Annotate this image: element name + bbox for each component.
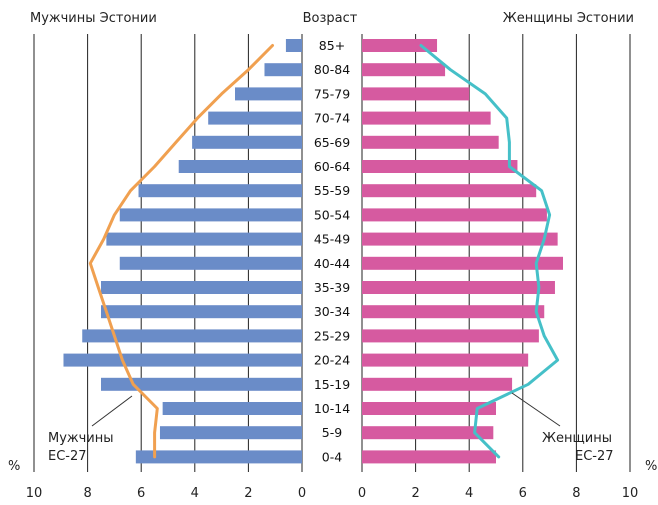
tick-left: 4 xyxy=(191,486,199,501)
bar-women-40-44 xyxy=(362,256,563,270)
bar-women-55-59 xyxy=(362,184,537,198)
age-label: 70-74 xyxy=(314,111,350,126)
age-labels: 85+ 80-84 75-79 70-74 65-69 60-64 55-59 50-54 45… xyxy=(314,38,350,464)
bar-women-5-9 xyxy=(362,426,494,440)
bar-women-35-39 xyxy=(362,281,555,294)
bar-women-0-4 xyxy=(362,450,496,464)
annotation-women-pointer xyxy=(511,392,561,427)
tick-right: 0 xyxy=(358,486,366,501)
annotation-men-line1: Мужчины xyxy=(48,431,114,446)
tick-right: 2 xyxy=(411,486,419,501)
age-label: 50-54 xyxy=(314,207,350,222)
bar-women-60-64 xyxy=(362,160,518,173)
bar-women-30-34 xyxy=(362,305,545,319)
bar-men-30-34 xyxy=(101,305,302,319)
age-label: 65-69 xyxy=(314,135,350,150)
age-label: 80-84 xyxy=(314,62,350,77)
age-label: 0-4 xyxy=(322,449,342,464)
bar-men-55-59 xyxy=(138,184,302,198)
tick-right: 10 xyxy=(622,486,639,501)
tick-right: 6 xyxy=(519,486,527,501)
bar-women-75-79 xyxy=(362,87,470,101)
age-label: 5-9 xyxy=(322,425,342,440)
age-label: 60-64 xyxy=(314,159,350,174)
age-label: 85+ xyxy=(319,38,345,53)
title-center: Возраст xyxy=(303,11,358,26)
tick-left: 2 xyxy=(244,486,252,501)
bar-women-70-74 xyxy=(362,111,491,125)
age-label: 75-79 xyxy=(314,86,350,101)
bar-men-85+ xyxy=(285,39,302,52)
bar-men-40-44 xyxy=(119,256,302,270)
title-left: Мужчины Эстонии xyxy=(30,11,157,26)
bar-men-50-54 xyxy=(119,208,302,222)
age-label: 40-44 xyxy=(314,256,350,271)
tick-left: 0 xyxy=(298,486,306,501)
line-women-eu27 xyxy=(419,44,560,459)
annotation-men-line2: ЕС-27 xyxy=(48,449,87,464)
bar-men-0-4 xyxy=(135,450,302,464)
bar-women-25-29 xyxy=(362,329,539,343)
bar-men-65-69 xyxy=(192,135,302,149)
bar-men-15-19 xyxy=(101,377,302,391)
bar-women-80-84 xyxy=(362,63,446,77)
bar-men-70-74 xyxy=(208,111,302,125)
bar-men-80-84 xyxy=(264,63,302,77)
bar-women-15-19 xyxy=(362,377,513,391)
age-label: 10-14 xyxy=(314,401,350,416)
unit-left: % xyxy=(8,459,20,474)
bar-women-20-24 xyxy=(362,353,529,367)
annotation-women-line1: Женщины xyxy=(542,431,612,446)
age-label: 45-49 xyxy=(314,232,350,247)
bar-men-5-9 xyxy=(159,426,302,440)
age-label: 25-29 xyxy=(314,328,350,343)
unit-right: % xyxy=(645,459,657,474)
tick-right: 8 xyxy=(572,486,580,501)
tick-left: 10 xyxy=(26,486,43,501)
bar-women-65-69 xyxy=(362,135,499,149)
bar-women-85+ xyxy=(362,39,438,52)
age-label: 30-34 xyxy=(314,304,350,319)
bar-men-25-29 xyxy=(82,329,303,343)
bar-men-60-64 xyxy=(178,160,302,173)
age-label: 20-24 xyxy=(314,353,350,368)
bars xyxy=(63,39,563,464)
annotation-men-pointer xyxy=(91,395,133,427)
annotation-women-line2: ЕС-27 xyxy=(575,449,614,464)
age-label: 35-39 xyxy=(314,280,350,295)
bar-women-10-14 xyxy=(362,402,496,415)
bar-men-10-14 xyxy=(162,402,302,415)
title-right: Женщины Эстонии xyxy=(503,11,634,26)
eu-lines xyxy=(88,44,560,459)
tick-right: 4 xyxy=(465,486,473,501)
tick-left: 8 xyxy=(83,486,91,501)
age-label: 55-59 xyxy=(314,183,350,198)
bar-men-35-39 xyxy=(101,281,302,294)
line-men-eu27 xyxy=(88,44,274,459)
age-label: 15-19 xyxy=(314,377,350,392)
bar-women-50-54 xyxy=(362,208,547,222)
bar-women-45-49 xyxy=(362,232,558,246)
tick-left: 6 xyxy=(137,486,145,501)
axis-ticks: 10 8 6 4 2 0 0 2 4 6 8 10 xyxy=(26,486,639,501)
bar-men-45-49 xyxy=(106,232,302,246)
gridlines xyxy=(33,34,631,472)
bar-men-75-79 xyxy=(235,87,302,101)
bar-men-20-24 xyxy=(63,353,303,367)
